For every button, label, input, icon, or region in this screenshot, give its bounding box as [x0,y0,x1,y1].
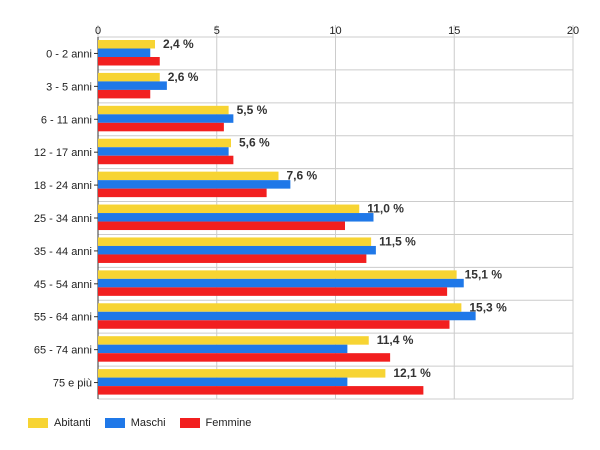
x-tick-label: 0 [95,25,101,37]
bar-femmine [98,89,151,99]
data-label: 15,1 % [465,267,503,281]
x-tick-label: 5 [214,25,220,37]
category-label: 0 - 2 anni [46,48,92,60]
legend-label: Abitanti [54,417,91,429]
category-label: 6 - 11 anni [41,114,92,126]
data-label: 2,6 % [168,70,199,84]
x-tick-label: 20 [567,25,579,37]
x-tick-label: 10 [329,25,341,37]
bar-maschi [98,377,348,387]
bar-abitanti [98,105,229,115]
data-labels: 2,4 % 2,6 % 5,5 % 5,6 % 7,6 % 11,0 % 11,5 % 15,… [163,37,507,380]
bar-femmine [98,386,424,395]
data-label: 5,5 % [237,103,268,117]
bar-abitanti [98,138,231,148]
bar-maschi [98,48,151,57]
bar-maschi [98,147,229,156]
legend-swatch [28,418,48,428]
bar-abitanti [98,270,457,279]
data-label: 15,3 % [469,300,507,314]
data-label: 11,4 % [377,333,414,347]
data-label: 2,4 % [163,37,194,51]
bar-abitanti [98,237,372,246]
category-label: 25 - 34 anni [34,213,92,225]
bar-femmine [98,353,391,362]
legend-label: Femmine [205,417,252,429]
x-tick-label: 15 [448,25,460,37]
bar-femmine [98,287,448,296]
bar-abitanti [98,204,360,214]
data-label: 11,0 % [367,202,404,216]
legend-swatch [104,418,125,428]
legend-swatch [179,418,200,428]
bar-maschi [98,311,476,321]
bar-maschi [98,278,464,288]
bar-maschi [98,245,376,255]
bar-abitanti [98,171,279,181]
category-label: 12 - 17 anni [34,147,92,159]
bar-femmine [98,221,345,231]
bar-maschi [98,213,374,222]
bar-maschi [98,344,348,354]
bar-abitanti [98,72,160,82]
bar-femmine [98,254,367,263]
bar-femmine [98,188,267,198]
bar-chart: 0 5 10 15 20 0 - 2 anni 3 - 5 anni 6 - 11 anni… [34,25,579,400]
bar-femmine [98,320,450,329]
category-label: 75 e più [53,378,92,390]
legend-label: Maschi [130,417,166,429]
category-label: 18 - 24 anni [34,180,92,192]
legend-item-femmine[interactable]: Femmine [179,417,252,429]
data-label: 11,5 % [379,234,416,248]
bar-femmine [98,57,160,66]
bar-abitanti [98,336,369,345]
bar-femmine [98,122,224,132]
x-axis-ticks: 0 5 10 15 20 [95,25,579,37]
bar-abitanti [98,369,386,378]
data-label: 12,1 % [393,366,431,380]
category-label: 65 - 74 anni [34,345,92,357]
bar-abitanti [98,303,462,312]
data-label: 7,6 % [287,169,318,183]
legend-item-abitanti[interactable]: Abitanti [28,417,91,429]
bar-maschi [98,81,167,90]
legend: Abitanti Maschi Femmine [28,417,265,429]
category-label: 35 - 44 anni [34,246,92,258]
category-label: 45 - 54 anni [34,279,92,291]
category-label: 3 - 5 anni [46,81,92,93]
data-label: 5,6 % [239,136,270,150]
category-label: 55 - 64 anni [34,312,92,324]
bar-abitanti [98,40,155,49]
legend-item-maschi[interactable]: Maschi [104,417,166,429]
category-labels: 0 - 2 anni 3 - 5 anni 6 - 11 anni 12 - 17 a… [34,48,98,390]
bar-maschi [98,180,291,189]
bars [98,40,476,395]
bar-maschi [98,114,234,123]
bar-femmine [98,155,234,165]
